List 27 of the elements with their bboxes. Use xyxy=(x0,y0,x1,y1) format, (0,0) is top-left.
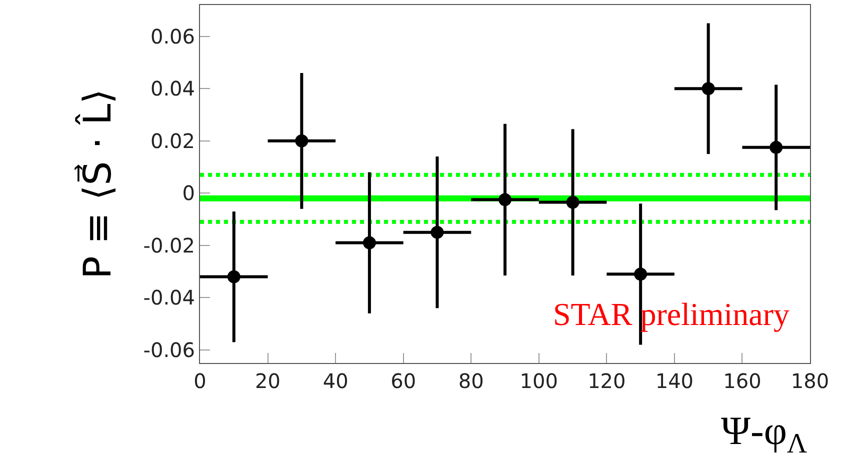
x-tick-label: 60 xyxy=(390,369,416,393)
point xyxy=(295,134,308,148)
x-tick-label: 40 xyxy=(322,369,348,393)
y-axis-title: P ≡ ⟨S⃗ · L̂⟩ xyxy=(74,88,120,280)
y-tick-label: -0.06 xyxy=(143,338,195,362)
y-tick-label: 0.02 xyxy=(150,128,195,153)
point xyxy=(498,193,512,206)
point xyxy=(227,270,240,284)
y-tick-label: -0.02 xyxy=(143,233,195,258)
y-tick-label: 0.06 xyxy=(150,24,195,48)
point xyxy=(430,226,444,239)
x-tick-label: 120 xyxy=(588,369,626,393)
x-tick-label: 140 xyxy=(655,369,694,393)
point xyxy=(634,268,648,281)
point xyxy=(566,196,580,209)
x-tick-label: 160 xyxy=(723,369,762,393)
x-axis-title: Ψ-φ$_{Λ}$ xyxy=(721,408,808,460)
y-tick-label: -0.04 xyxy=(143,286,195,310)
y-tick-label: 0 xyxy=(182,181,195,206)
point xyxy=(702,82,715,96)
x-tick-label: 80 xyxy=(458,369,484,393)
point xyxy=(362,236,376,250)
y-tick-label: 0.04 xyxy=(150,76,195,101)
point xyxy=(770,140,783,154)
x-tick-label: 100 xyxy=(520,369,558,393)
x-tick-label: 20 xyxy=(255,369,281,393)
x-tick-label: 180 xyxy=(790,369,830,393)
